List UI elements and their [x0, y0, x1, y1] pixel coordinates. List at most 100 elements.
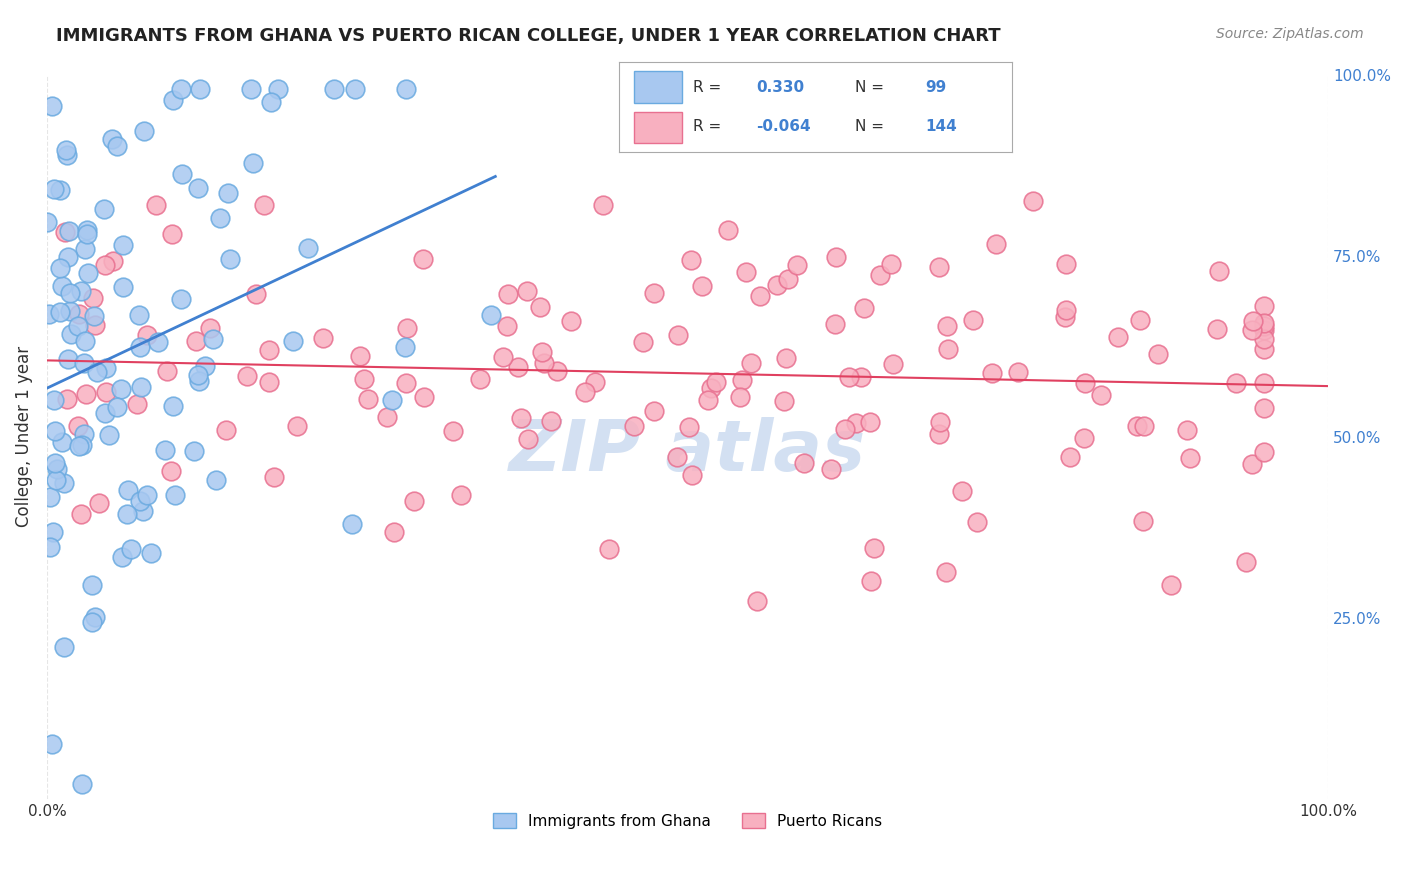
Point [98, 427, 121, 442]
Point [1160, 578, 1182, 592]
Point [382, 525, 405, 540]
Point [1253, 342, 1275, 356]
Point [1054, 310, 1077, 324]
Point [747, 594, 769, 608]
Point [859, 415, 882, 429]
Point [145, 198, 167, 212]
Point [38, 307, 60, 321]
Text: R =: R = [693, 80, 721, 95]
Point [162, 399, 184, 413]
Point [928, 426, 950, 441]
Point [530, 345, 553, 359]
Point [111, 280, 134, 294]
Point [665, 450, 688, 465]
Point [53, 225, 76, 239]
Point [55, 143, 77, 157]
Point [96, 361, 118, 376]
Point [395, 82, 418, 96]
Point [105, 139, 128, 153]
Point [281, 334, 304, 349]
Point [87, 496, 110, 510]
Point [83, 318, 105, 332]
Point [394, 340, 416, 354]
Point [67, 307, 90, 321]
Y-axis label: College, Under 1 year: College, Under 1 year [15, 346, 32, 527]
Point [735, 265, 758, 279]
Point [681, 467, 703, 482]
Point [849, 370, 872, 384]
Point [101, 254, 124, 268]
Point [860, 574, 883, 588]
Point [183, 443, 205, 458]
Point [77, 266, 100, 280]
Point [170, 292, 193, 306]
Point [1129, 313, 1152, 327]
Point [70, 437, 93, 451]
Point [717, 223, 740, 237]
Point [1241, 314, 1264, 328]
Point [129, 340, 152, 354]
Point [312, 330, 335, 344]
Point [952, 484, 974, 499]
Point [187, 368, 209, 383]
Text: 144: 144 [925, 120, 957, 134]
Point [188, 82, 211, 96]
Point [929, 415, 952, 429]
Point [863, 541, 886, 555]
Point [70, 507, 93, 521]
Point [66, 318, 89, 333]
Point [48, 183, 70, 197]
Point [728, 391, 751, 405]
Point [928, 260, 950, 274]
Point [825, 250, 848, 264]
Point [1208, 263, 1230, 277]
Text: R =: R = [693, 120, 721, 134]
Point [58, 224, 80, 238]
Point [55, 392, 77, 406]
Point [700, 381, 723, 395]
Point [219, 252, 242, 266]
Point [128, 308, 150, 322]
Point [101, 132, 124, 146]
Point [86, 365, 108, 379]
Point [740, 356, 762, 370]
Bar [634, 71, 682, 103]
Point [76, 222, 98, 236]
Point [517, 433, 540, 447]
Point [193, 359, 215, 373]
Point [285, 419, 308, 434]
Point [1253, 401, 1275, 416]
Point [690, 279, 713, 293]
Point [838, 370, 860, 384]
Point [984, 236, 1007, 251]
Point [731, 373, 754, 387]
Point [245, 287, 267, 301]
Point [37, 215, 59, 229]
Point [679, 253, 702, 268]
Point [129, 494, 152, 508]
Point [297, 241, 319, 255]
Point [1107, 330, 1129, 344]
Point [820, 462, 842, 476]
Point [479, 308, 502, 322]
Point [198, 320, 221, 334]
Point [498, 287, 520, 301]
Point [560, 314, 582, 328]
Point [58, 286, 80, 301]
Point [1234, 555, 1257, 569]
Legend: Immigrants from Ghana, Puerto Ricans: Immigrants from Ghana, Puerto Ricans [486, 806, 889, 835]
Point [263, 470, 285, 484]
Point [115, 507, 138, 521]
Point [844, 416, 866, 430]
Point [75, 387, 97, 401]
Point [67, 418, 90, 433]
Point [633, 334, 655, 349]
Point [1054, 303, 1077, 318]
Point [869, 268, 891, 282]
Point [156, 364, 179, 378]
Point [413, 390, 436, 404]
Point [46, 462, 69, 476]
Point [936, 318, 959, 333]
Point [51, 435, 73, 450]
Point [678, 420, 700, 434]
